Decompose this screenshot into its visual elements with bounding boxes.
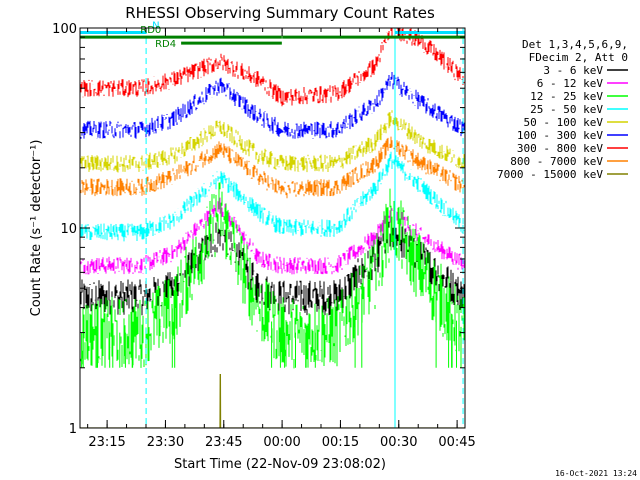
x-tick-label: 23:15 (88, 435, 125, 450)
x-tick-label: 00:15 (322, 435, 359, 450)
series-1 (80, 197, 465, 275)
legend-label: 50 - 100 keV (524, 116, 604, 129)
series-line (80, 110, 465, 173)
legend-label: 3 - 6 keV (543, 64, 603, 77)
series-7 (80, 136, 465, 199)
series-dropouts (81, 292, 462, 368)
flag-label: RD0 (140, 25, 161, 36)
series-5 (80, 72, 465, 139)
legend-label: 7000 - 15000 keV (497, 168, 603, 181)
legend-label: 100 - 300 keV (517, 129, 603, 142)
y-tick-label: 1 (69, 422, 77, 437)
series-line (80, 182, 465, 369)
series-line (80, 197, 465, 275)
y-tick-label: 10 (60, 222, 77, 237)
chart-title: RHESSI Observing Summary Count Rates (125, 4, 435, 22)
flag-label: RD4 (155, 39, 176, 50)
x-tick-label: 00:45 (438, 435, 475, 450)
legend-header: Det 1,3,4,5,6,9, (522, 38, 628, 51)
legend-label: 25 - 50 keV (530, 103, 603, 116)
x-axis-label: Start Time (22-Nov-09 23:08:02) (174, 457, 386, 472)
series-line (80, 374, 465, 428)
legend-header: FDecim 2, Att 0 (529, 51, 628, 64)
series-4 (80, 110, 465, 173)
legend: Det 1,3,4,5,6,9,FDecim 2, Att 03 - 6 keV… (497, 38, 628, 181)
x-tick-label: 23:45 (205, 435, 242, 450)
legend-label: 12 - 25 keV (530, 90, 603, 103)
footer-timestamp: 16-Oct-2021 13:24 (555, 469, 637, 478)
legend-label: 800 - 7000 keV (510, 155, 603, 168)
series-line (80, 151, 465, 242)
y-axis-label: Count Rate (s⁻¹ detector⁻¹) (29, 140, 44, 317)
y-tick-label: 100 (52, 22, 77, 37)
series-line (80, 72, 465, 139)
x-tick-label: 00:00 (263, 435, 300, 450)
legend-label: 300 - 800 keV (517, 142, 603, 155)
series-line (80, 136, 465, 199)
x-tick-label: 00:30 (380, 435, 417, 450)
series-2 (80, 182, 465, 369)
series-8 (80, 374, 465, 428)
legend-label: 6 - 12 keV (537, 77, 604, 90)
flag-label: N (152, 20, 159, 31)
x-tick-label: 23:30 (147, 435, 184, 450)
series-3 (80, 151, 465, 242)
